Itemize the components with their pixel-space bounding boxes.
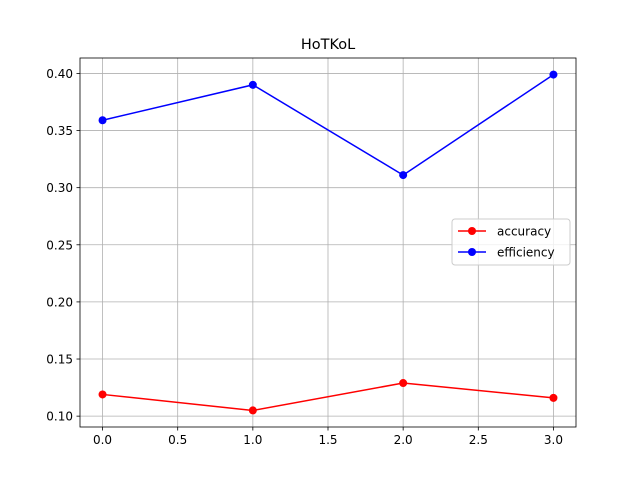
x-tick-label: 3.0	[544, 433, 563, 447]
efficiency-point	[399, 171, 408, 180]
y-tick-label: 0.40	[46, 67, 73, 81]
x-tick-label: 0.0	[93, 433, 112, 447]
y-tick-label: 0.15	[46, 353, 73, 367]
series-lines	[98, 70, 558, 415]
legend-swatch-marker	[468, 248, 476, 256]
legend-label: accuracy	[497, 225, 551, 239]
series-accuracy	[98, 379, 558, 415]
x-tick-label: 2.5	[469, 433, 488, 447]
legend-swatch-marker	[468, 227, 476, 235]
accuracy-point	[98, 390, 107, 399]
accuracy-point	[549, 393, 558, 402]
y-tick-label: 0.25	[46, 238, 73, 252]
y-tick-label: 0.35	[46, 124, 73, 138]
x-tick-label: 2.0	[394, 433, 413, 447]
plot-area-frame	[79, 57, 577, 428]
legend-item-efficiency: efficiency	[458, 246, 555, 260]
legend-item-accuracy: accuracy	[458, 225, 551, 239]
y-tick-label: 0.30	[46, 181, 73, 195]
y-tick-label: 0.20	[46, 295, 73, 309]
series-efficiency	[98, 70, 558, 180]
efficiency-point	[549, 70, 558, 79]
chart-title: HoTKoL	[301, 37, 355, 53]
efficiency-point	[98, 116, 107, 125]
legend: accuracy efficiency	[451, 218, 571, 266]
x-tick-label: 0.5	[168, 433, 187, 447]
accuracy-line	[102, 382, 554, 412]
x-tick-label: 1.5	[318, 433, 337, 447]
x-tick-label: 1.0	[243, 433, 262, 447]
efficiency-line	[102, 73, 554, 176]
legend-label: efficiency	[497, 246, 555, 260]
y-tick-label: 0.10	[46, 410, 73, 424]
accuracy-point	[399, 379, 408, 388]
axis-ticks: 0.0 0.5 1.0 1.5 2.0 2.5 3.0 0.10 0.15 0.20 0.25 0.3…	[46, 67, 563, 447]
efficiency-point	[248, 80, 257, 89]
accuracy-point	[248, 406, 257, 415]
